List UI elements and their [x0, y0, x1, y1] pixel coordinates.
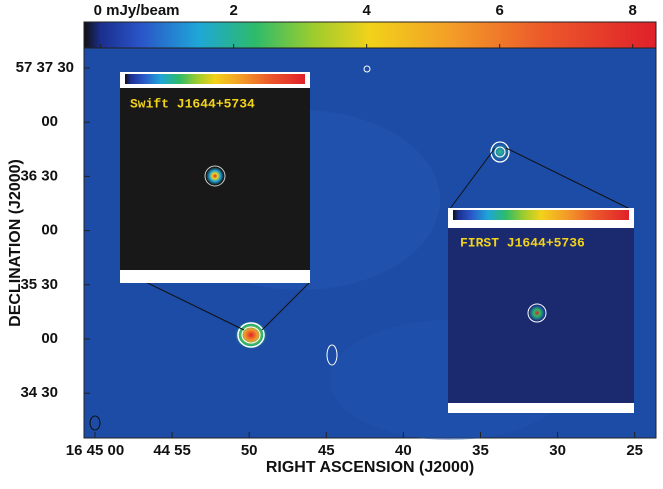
connector	[505, 147, 633, 211]
inset-first: FIRST J1644+5736	[448, 208, 634, 413]
y-tick-label: 00	[41, 330, 58, 347]
colorbar-tick-label: 2	[229, 2, 237, 19]
source	[235, 321, 267, 349]
inset-swift: Swift J1644+5734	[120, 72, 310, 283]
y-tick-label: 34 30	[20, 384, 58, 401]
y-tick-label: 00	[41, 113, 58, 130]
source	[491, 143, 509, 161]
x-tick-label: 44 55	[153, 442, 191, 459]
connector	[261, 282, 310, 331]
y-tick-label: 36 30	[20, 167, 58, 184]
x-tick-label: 25	[626, 442, 643, 459]
contour	[527, 303, 547, 323]
contour	[237, 322, 265, 348]
x-tick-label: 45	[318, 442, 335, 459]
contour	[490, 141, 510, 163]
inset-colorbar	[453, 210, 629, 220]
colorbar-tick-label: 4	[363, 2, 372, 19]
x-tick-label: 16 45 00	[66, 442, 124, 459]
contour	[326, 344, 338, 366]
y-tick-label: 00	[41, 222, 58, 239]
inset-colorbar	[125, 74, 305, 84]
contour	[494, 146, 506, 158]
colorbar-tick-label: 0 mJy/beam	[94, 2, 180, 19]
inset-title: FIRST J1644+5736	[460, 235, 585, 250]
source	[529, 305, 545, 321]
x-tick-label: 35	[472, 442, 489, 459]
beam	[89, 415, 101, 431]
x-tick-label: 30	[549, 442, 566, 459]
colorbar-tick-label: 8	[629, 2, 637, 19]
x-axis-label: RIGHT ASCENSION (J2000)	[266, 459, 474, 476]
x-tick-label: 50	[241, 442, 258, 459]
contour	[363, 65, 371, 73]
x-tick-label: 40	[395, 442, 412, 459]
source	[206, 167, 224, 185]
contour	[204, 165, 226, 187]
inset-title: Swift J1644+5734	[130, 96, 255, 111]
y-tick-label: 57 37 30	[16, 59, 74, 76]
colorbar	[83, 21, 657, 49]
colorbar-tick-label: 6	[496, 2, 504, 19]
y-axis-label: DECLINATION (J2000)	[7, 159, 24, 327]
y-tick-label: 35 30	[20, 276, 58, 293]
contour	[241, 326, 261, 344]
connector	[448, 147, 496, 211]
